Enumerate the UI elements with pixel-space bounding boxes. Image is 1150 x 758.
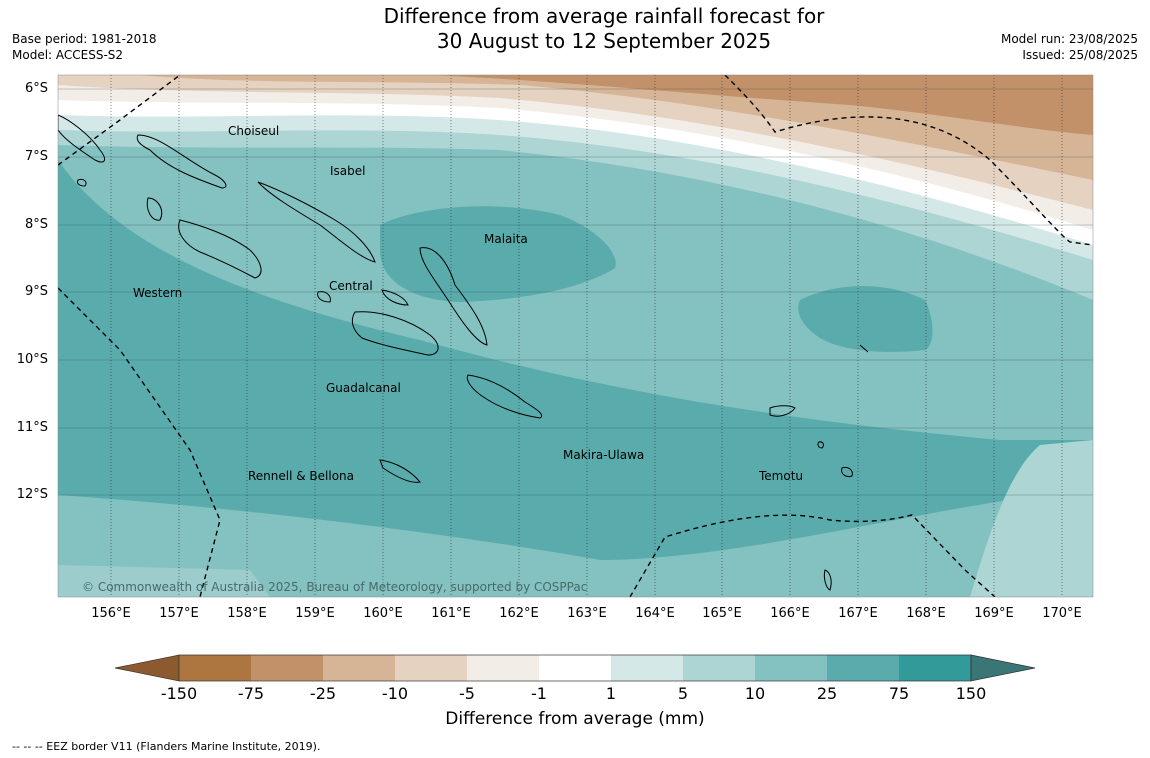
band-25-75-west bbox=[58, 160, 1093, 597]
lon-label-163e: 163°E bbox=[567, 606, 607, 621]
legend-swatch-5 bbox=[467, 655, 539, 681]
band-25-75-east bbox=[798, 286, 933, 352]
band-neg75-neg25-north bbox=[430, 75, 1093, 135]
bougainville-coast bbox=[58, 114, 106, 163]
map-title: Difference from average rainfall forecas… bbox=[0, 4, 1150, 54]
isabel-island bbox=[257, 181, 376, 263]
legend-tick-9: 10 bbox=[744, 684, 766, 703]
copyright-notice: © Commonwealth of Australia 2025, Bureau… bbox=[82, 580, 588, 594]
makira-island bbox=[466, 374, 543, 419]
meta-left: Base period: 1981-2018 Model: ACCESS-S2 bbox=[12, 31, 157, 63]
legend-swatch-7 bbox=[611, 655, 683, 681]
band-25-75-malaita bbox=[380, 206, 616, 302]
shortland-islands bbox=[77, 179, 87, 187]
islands bbox=[58, 114, 869, 591]
lon-label-165e: 165°E bbox=[702, 606, 742, 621]
province-label-rennell-bellona: Rennell & Bellona bbox=[248, 469, 355, 483]
vella-lavella bbox=[146, 197, 163, 221]
choiseul-island bbox=[136, 134, 227, 189]
legend-tick-3: -25 bbox=[309, 684, 337, 703]
graticule bbox=[110, 75, 1063, 597]
small-island-1 bbox=[823, 569, 832, 591]
meta-right: Model run: 23/08/2025 Issued: 25/08/2025 bbox=[1001, 31, 1138, 63]
legend-arrow-low bbox=[114, 654, 180, 682]
legend-tick-8: 5 bbox=[677, 684, 689, 703]
lat-label-6s: 6°S bbox=[24, 81, 48, 96]
province-label-makira-ulawa: Makira-Ulawa bbox=[563, 448, 645, 462]
lon-label-162e: 162°E bbox=[499, 606, 539, 621]
base-period: Base period: 1981-2018 bbox=[12, 32, 157, 46]
legend-swatch-8 bbox=[683, 655, 755, 681]
lat-label-8s: 8°S bbox=[24, 217, 48, 232]
province-label-malaita: Malaita bbox=[484, 232, 528, 246]
legend-colorbar bbox=[114, 654, 1036, 682]
lon-label-166e: 166°E bbox=[770, 606, 810, 621]
legend-tick-7: 1 bbox=[605, 684, 617, 703]
province-label-central: Central bbox=[329, 279, 373, 293]
province-label-isabel: Isabel bbox=[330, 164, 366, 178]
guadalcanal-island bbox=[351, 311, 439, 356]
tikopia bbox=[817, 441, 824, 449]
lat-label-9s: 9°S bbox=[24, 284, 48, 299]
issued-date: Issued: 25/08/2025 bbox=[1022, 48, 1138, 62]
province-label-temotu: Temotu bbox=[759, 469, 804, 483]
lon-label-169e: 169°E bbox=[974, 606, 1014, 621]
lon-label-158e: 158°E bbox=[227, 606, 267, 621]
legend-tick-11: 75 bbox=[888, 684, 910, 703]
title-line-2: 30 August to 12 September 2025 bbox=[436, 29, 772, 53]
vanikoro-island bbox=[841, 467, 853, 477]
malaita-island bbox=[419, 247, 488, 346]
legend-tick-6: -1 bbox=[531, 684, 547, 703]
lat-label-10s: 10°S bbox=[16, 352, 48, 367]
legend-swatch-10 bbox=[827, 655, 899, 681]
legend-swatch-1 bbox=[179, 655, 251, 681]
legend-tick-5: -5 bbox=[459, 684, 475, 703]
lat-label-11s: 11°S bbox=[16, 420, 48, 435]
lat-label-7s: 7°S bbox=[24, 149, 48, 164]
florida-islands bbox=[381, 289, 409, 306]
contour-fills bbox=[58, 75, 1093, 597]
province-label-western: Western bbox=[133, 286, 183, 300]
lon-label-157e: 157°E bbox=[159, 606, 199, 621]
russell-islands bbox=[317, 291, 331, 303]
legend-tick-1: -150 bbox=[160, 684, 198, 703]
lon-label-156e: 156°E bbox=[91, 606, 131, 621]
lon-label-167e: 167°E bbox=[838, 606, 878, 621]
legend-swatch-3 bbox=[323, 655, 395, 681]
ontong-java bbox=[859, 344, 869, 353]
legend-tick-10: 25 bbox=[816, 684, 838, 703]
lon-label-164e: 164°E bbox=[635, 606, 675, 621]
title-line-1: Difference from average rainfall forecas… bbox=[383, 4, 825, 28]
legend-arrow-high bbox=[970, 654, 1036, 682]
legend-swatch-11 bbox=[899, 655, 971, 681]
province-label-choiseul: Choiseul bbox=[228, 124, 280, 138]
model-name: Model: ACCESS-S2 bbox=[12, 48, 124, 62]
model-run: Model run: 23/08/2025 bbox=[1000, 32, 1138, 46]
lon-label-161e: 161°E bbox=[431, 606, 471, 621]
rennell-island bbox=[379, 459, 421, 483]
province-label-guadalcanal: Guadalcanal bbox=[326, 381, 401, 395]
lon-label-168e: 168°E bbox=[906, 606, 946, 621]
lon-label-160e: 160°E bbox=[363, 606, 403, 621]
legend-swatch-9 bbox=[755, 655, 827, 681]
legend-swatch-4 bbox=[395, 655, 467, 681]
eez-footnote: -- -- -- EEZ border V11 (Flanders Marine… bbox=[12, 740, 321, 753]
lat-label-12s: 12°S bbox=[16, 487, 48, 502]
legend-swatch-2 bbox=[251, 655, 323, 681]
santa-cruz-island bbox=[769, 405, 796, 417]
legend-tick-4: -10 bbox=[381, 684, 409, 703]
band-5-10-east bbox=[970, 440, 1093, 597]
legend-tick-2: -75 bbox=[237, 684, 265, 703]
legend-tick-12: 150 bbox=[955, 684, 987, 703]
lon-label-159e: 159°E bbox=[295, 606, 335, 621]
legend-title: Difference from average (mm) bbox=[445, 709, 705, 729]
new-georgia-islands bbox=[178, 219, 262, 279]
lon-label-170e: 170°E bbox=[1042, 606, 1082, 621]
legend-swatch-6 bbox=[539, 655, 611, 681]
eez-border bbox=[58, 75, 1093, 597]
